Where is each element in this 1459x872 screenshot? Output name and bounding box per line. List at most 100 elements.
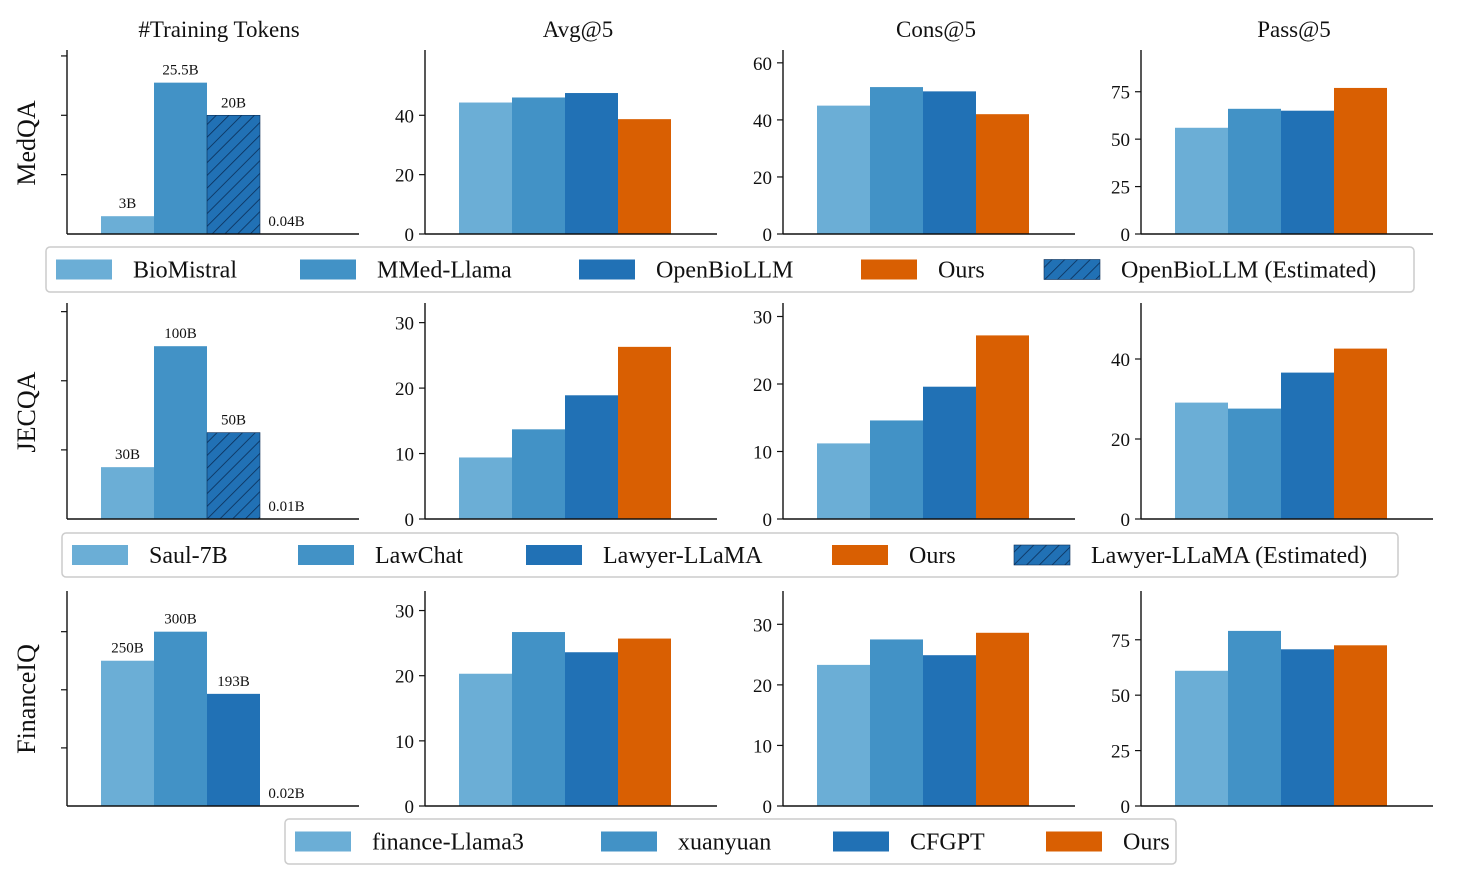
bar-biomistral xyxy=(817,105,870,235)
bar-cfgpt xyxy=(1281,649,1334,806)
bar-mmed-llama xyxy=(1228,108,1281,234)
panel-jecqa-pass5: 0 20 40 xyxy=(1111,303,1433,531)
y-tick-label: 75 xyxy=(1111,631,1130,652)
y-tick-label: 40 xyxy=(753,111,772,132)
bar-lawchat xyxy=(1228,408,1281,519)
y-tick-label: 40 xyxy=(1111,350,1130,371)
bar-ours xyxy=(618,346,671,519)
y-tick-label: 20 xyxy=(753,676,772,697)
bar-lawyer-llama-estimated xyxy=(206,432,261,520)
legend-label-openbiollm-estimated: OpenBioLLM (Estimated) xyxy=(1121,258,1376,284)
panel-financeiq-avg5: 0 10 20 30 xyxy=(395,591,717,818)
row-label-medqa: MedQA xyxy=(12,100,41,185)
bar-finance-llama3 xyxy=(817,664,870,806)
row-label-financeiq: FinanceIQ xyxy=(12,644,41,754)
legend-frame xyxy=(61,532,1399,578)
panel-jecqa-avg5: 0 10 20 30 xyxy=(395,303,717,531)
y-tick-label: 10 xyxy=(395,732,414,753)
legend-swatch-mmed-llama xyxy=(300,259,356,280)
column-title-cons5: Cons@5 xyxy=(896,17,976,42)
bar-mmed-llama xyxy=(512,97,565,234)
bar-ours xyxy=(618,638,671,806)
legend-financeiq: finance-Llama3 xuanyuan CFGPT Ours xyxy=(284,818,1177,865)
y-tick-label: 0 xyxy=(1121,797,1131,818)
y-tick-label: 75 xyxy=(1111,83,1130,104)
legend-label-cfgpt: CFGPT xyxy=(910,830,985,856)
legend-label-mmed-llama: MMed-Llama xyxy=(377,258,512,284)
bar-mmed-llama xyxy=(870,87,923,235)
legend-swatch-lawchat xyxy=(298,545,354,565)
y-tick-label: 20 xyxy=(753,375,772,396)
legend-swatch-ours xyxy=(861,259,917,280)
bar-openbiollm xyxy=(923,91,976,234)
bar-lawyer-llama xyxy=(565,395,618,519)
bar-xuanyuan xyxy=(154,631,207,806)
data-label: 30B xyxy=(115,447,140,463)
bar-ours xyxy=(618,119,671,234)
y-tick-label: 0 xyxy=(763,510,773,531)
y-tick-label: 20 xyxy=(395,667,414,688)
panel-jecqa-tokens: 30B 100B 50B 0.01B xyxy=(61,303,359,520)
y-tick-label: 10 xyxy=(395,445,414,466)
bar-saul-7b xyxy=(101,467,154,519)
y-tick-label: 10 xyxy=(753,443,772,464)
data-label: 193B xyxy=(217,674,250,690)
legend-label-xuanyuan: xuanyuan xyxy=(678,830,771,856)
legend-swatch-ours xyxy=(1046,831,1102,852)
panel-medqa-cons5: 0 20 40 60 xyxy=(753,50,1075,246)
legend-label-finance-llama3: finance-Llama3 xyxy=(372,830,524,856)
bar-mmed-llama xyxy=(154,82,207,234)
bar-cfgpt xyxy=(923,655,976,806)
legend-label-openbiollm: OpenBioLLM xyxy=(656,258,793,284)
panel-financeiq-cons5: 0 10 20 30 xyxy=(753,591,1075,818)
panel-medqa-pass5: 0 25 50 75 xyxy=(1111,50,1433,246)
legend-jecqa: Saul-7B LawChat Lawyer-LLaMA Ours Lawyer-LLa… xyxy=(61,532,1399,578)
legend-label-saul-7b: Saul-7B xyxy=(149,543,228,569)
data-label: 100B xyxy=(164,326,197,342)
y-tick-label: 30 xyxy=(395,314,414,335)
data-label: 300B xyxy=(164,612,197,628)
legend-label-ours: Ours xyxy=(909,543,956,569)
bar-ours xyxy=(976,632,1029,806)
legend-swatch-lawyer-llama-estimated xyxy=(1013,544,1071,566)
y-tick-label: 0 xyxy=(763,225,773,246)
legend-label-lawyer-llama-estimated: Lawyer-LLaMA (Estimated) xyxy=(1091,543,1367,569)
row-label-jecqa: JECQA xyxy=(12,371,41,452)
bar-xuanyuan xyxy=(1228,630,1281,806)
bar-xuanyuan xyxy=(512,632,565,806)
y-tick-label: 20 xyxy=(1111,430,1130,451)
data-label: 3B xyxy=(119,196,137,212)
legend-label-lawchat: LawChat xyxy=(375,543,463,569)
data-label: 50B xyxy=(221,413,246,429)
legend-swatch-cfgpt xyxy=(833,831,889,852)
bar-saul-7b xyxy=(459,457,512,519)
y-tick-label: 0 xyxy=(763,797,773,818)
data-label: 0.01B xyxy=(268,499,304,515)
data-label: 0.02B xyxy=(268,786,304,802)
column-title-pass5: Pass@5 xyxy=(1257,17,1331,42)
panel-medqa-avg5: 0 20 40 xyxy=(395,50,717,246)
bar-biomistral xyxy=(1175,127,1228,234)
y-tick-label: 0 xyxy=(1121,510,1131,531)
legend-label-ours: Ours xyxy=(1123,830,1170,856)
legend-frame xyxy=(45,246,1415,293)
y-tick-label: 20 xyxy=(395,379,414,400)
y-tick-label: 0 xyxy=(1121,225,1131,246)
y-tick-label: 30 xyxy=(395,602,414,623)
legend-medqa: BioMistral MMed-Llama OpenBioLLM Ours OpenBi… xyxy=(45,246,1415,293)
bar-ours xyxy=(976,335,1029,519)
bar-biomistral xyxy=(101,216,154,234)
legend-label-lawyer-llama: Lawyer-LLaMA xyxy=(603,543,763,569)
column-title-tokens: #Training Tokens xyxy=(138,17,299,42)
bar-openbiollm-estimated xyxy=(206,114,261,235)
y-tick-label: 50 xyxy=(1111,130,1130,151)
y-tick-label: 0 xyxy=(405,225,415,246)
bar-ours xyxy=(1334,645,1387,806)
data-label: 25.5B xyxy=(162,63,198,79)
y-tick-label: 30 xyxy=(753,615,772,636)
y-tick-label: 30 xyxy=(753,308,772,329)
legend-swatch-ours xyxy=(832,545,888,565)
y-tick-label: 40 xyxy=(395,106,414,127)
bar-biomistral xyxy=(459,102,512,235)
